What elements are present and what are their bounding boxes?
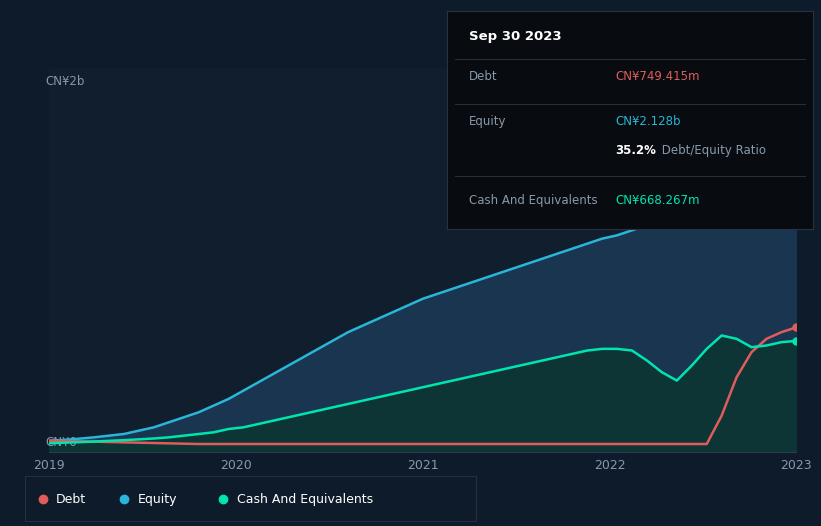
Text: CN¥0: CN¥0 bbox=[45, 436, 77, 449]
Text: Equity: Equity bbox=[138, 493, 177, 506]
Text: 35.2%: 35.2% bbox=[616, 144, 656, 157]
Text: CN¥2.128b: CN¥2.128b bbox=[616, 115, 681, 128]
Text: Debt: Debt bbox=[470, 69, 498, 83]
Text: Equity: Equity bbox=[470, 115, 507, 128]
Text: Cash And Equivalents: Cash And Equivalents bbox=[470, 194, 598, 207]
Text: Debt/Equity Ratio: Debt/Equity Ratio bbox=[658, 144, 765, 157]
Text: CN¥749.415m: CN¥749.415m bbox=[616, 69, 700, 83]
Text: Debt: Debt bbox=[57, 493, 86, 506]
Text: CN¥668.267m: CN¥668.267m bbox=[616, 194, 700, 207]
Text: Sep 30 2023: Sep 30 2023 bbox=[470, 30, 562, 43]
Text: CN¥2b: CN¥2b bbox=[45, 75, 85, 88]
Text: Cash And Equivalents: Cash And Equivalents bbox=[237, 493, 373, 506]
